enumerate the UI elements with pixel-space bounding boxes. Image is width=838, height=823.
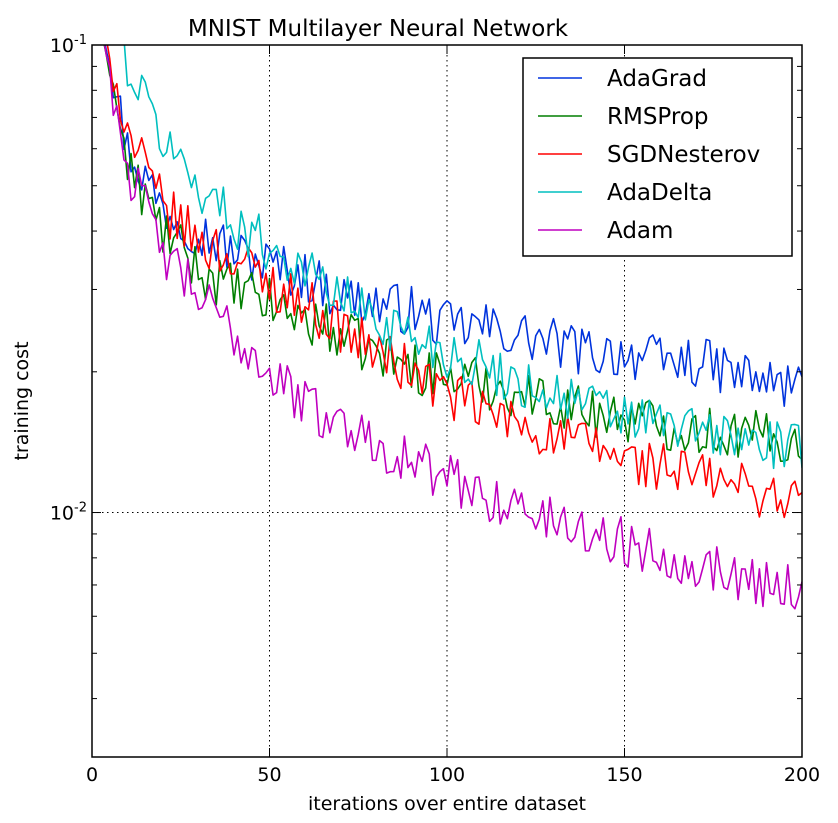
legend-box (522, 57, 793, 257)
x-tick-label: 0 (86, 764, 98, 786)
chart-title: MNIST Multilayer Neural Network (188, 16, 569, 42)
x-tick-label: 150 (606, 764, 642, 786)
x-tick-label: 50 (257, 764, 281, 786)
legend-label-adam: Adam (607, 218, 673, 244)
x-tick-label: 100 (429, 764, 465, 786)
series-line-adagrad (104, 45, 802, 407)
legend-label-adadelta: AdaDelta (607, 180, 712, 206)
y-axis-label: training cost (11, 341, 33, 460)
legend-label-rmsprop: RMSProp (607, 104, 709, 130)
legend-label-adagrad: AdaGrad (607, 66, 707, 92)
legend-label-sgdnesterov: SGDNesterov (607, 142, 760, 168)
x-tick-label: 200 (784, 764, 820, 786)
y-tick-labels: 10-2 10-1 (50, 33, 87, 525)
series-line-adadelta (123, 45, 802, 470)
series-group (103, 45, 802, 610)
y-tick-label: 10-2 (50, 501, 87, 525)
x-tick-labels: 0 50 100 150 200 (86, 764, 820, 786)
legend: AdaGrad RMSProp SGDNesterov AdaDelta Adam (522, 57, 793, 257)
x-axis-label: iterations over entire dataset (308, 793, 586, 815)
y-tick-label: 10-1 (50, 33, 87, 57)
series-line-sgdnesterov (106, 45, 802, 519)
series-line-adam (103, 45, 802, 610)
plot-frame (91, 44, 803, 758)
